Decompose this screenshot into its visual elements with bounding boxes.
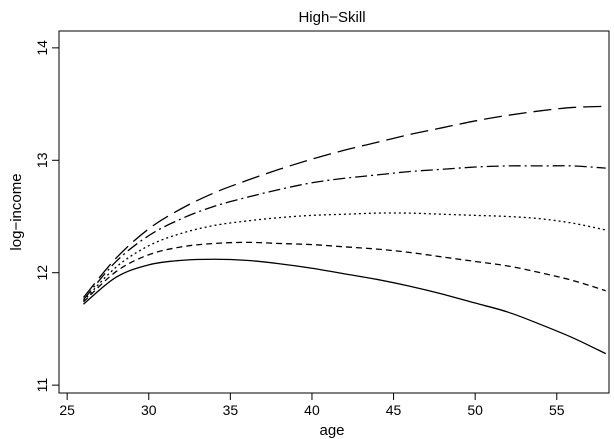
y-axis: 11 12 13 14 — [34, 40, 59, 393]
y-axis-label: log−income — [8, 173, 25, 250]
series-line-2 — [82, 165, 606, 301]
series-layer — [82, 105, 607, 355]
x-tick-label: 25 — [59, 402, 75, 418]
x-tick-label: 50 — [467, 402, 483, 418]
x-tick-label: 35 — [223, 402, 239, 418]
x-tick-label: 30 — [141, 402, 157, 418]
y-tick-label: 13 — [34, 152, 50, 168]
chart-title: High−Skill — [298, 9, 365, 26]
y-tick-label: 14 — [34, 40, 50, 56]
y-tick-label: 11 — [34, 378, 50, 393]
plot-frame — [58, 30, 610, 394]
x-tick-label: 40 — [304, 402, 320, 418]
x-axis: 25 30 35 40 45 50 55 — [59, 393, 565, 418]
x-axis-label: age — [319, 422, 344, 439]
y-tick-label: 12 — [34, 265, 50, 281]
x-tick-label: 55 — [549, 402, 565, 418]
series-line-4 — [83, 241, 606, 303]
series-line-5 — [83, 258, 607, 355]
series-line-1 — [82, 105, 606, 298]
x-tick-label: 45 — [386, 402, 402, 418]
series-line-3 — [83, 212, 606, 302]
